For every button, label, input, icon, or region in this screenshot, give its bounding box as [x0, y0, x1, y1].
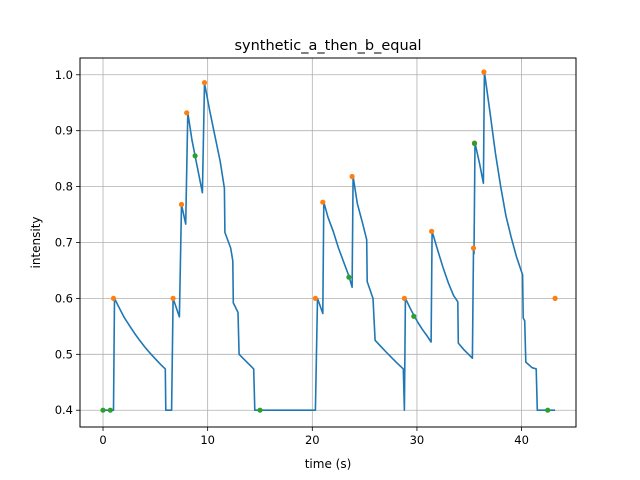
data-point — [552, 295, 558, 301]
x-axis-label: time (s) — [305, 457, 352, 471]
data-point — [201, 80, 208, 86]
y-tick-label: 0.9 — [55, 124, 73, 138]
data-point — [192, 153, 198, 159]
data-point — [346, 274, 352, 280]
data-point — [411, 313, 417, 319]
data-point — [471, 140, 478, 147]
series-layer — [100, 69, 558, 413]
data-point — [470, 245, 477, 251]
y-tick-label: 0.6 — [55, 291, 73, 305]
data-point — [170, 295, 176, 301]
x-tick-label: 0 — [99, 433, 106, 447]
series-line — [103, 71, 556, 411]
grid — [80, 58, 576, 427]
data-point — [100, 407, 106, 413]
data-point — [110, 295, 117, 301]
y-tick-label: 0.8 — [55, 180, 73, 194]
y-tick-label: 1.0 — [55, 68, 73, 82]
y-tick-label: 0.7 — [55, 236, 73, 250]
y-tick-label: 0.4 — [55, 403, 73, 417]
data-point — [107, 407, 113, 413]
x-tick-label: 10 — [200, 433, 215, 447]
data-point — [401, 295, 407, 301]
chart-title: synthetic_a_then_b_equal — [234, 38, 421, 54]
x-tick-label: 40 — [514, 433, 529, 447]
data-point — [320, 199, 326, 205]
y-tick-label: 0.5 — [55, 347, 73, 361]
x-tick-label: 20 — [305, 433, 320, 447]
data-point — [481, 69, 487, 75]
data-point — [184, 110, 190, 116]
data-point — [429, 228, 435, 234]
data-point — [257, 407, 263, 413]
data-point — [178, 201, 185, 208]
data-point — [312, 295, 318, 301]
data-point — [349, 173, 355, 180]
y-axis-label: intensity — [29, 216, 43, 268]
x-tick-label: 30 — [410, 433, 425, 447]
ticks: 0 10 20 30 40 0.4 0.5 0.6 0.7 0.8 0.9 1.0 — [55, 68, 529, 447]
data-point — [545, 407, 551, 413]
